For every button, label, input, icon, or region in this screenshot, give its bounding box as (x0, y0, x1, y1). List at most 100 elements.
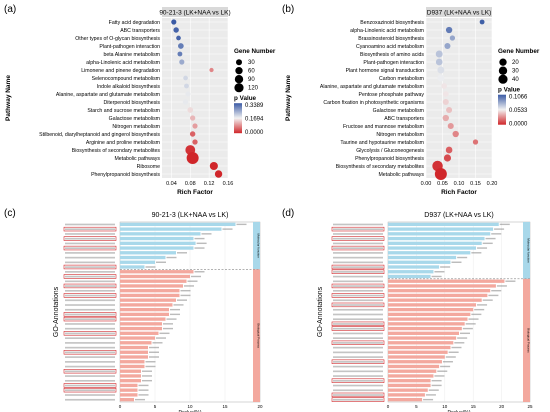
value-label-placeholder (448, 351, 459, 353)
value-label-placeholder (163, 327, 173, 330)
category-label: Plant-pathogen interaction (363, 60, 424, 66)
term-label-placeholder (333, 313, 383, 316)
term-label-placeholder (333, 332, 383, 335)
value-label-placeholder (477, 247, 488, 249)
term-label-placeholder (333, 223, 383, 226)
panel-label: (d) (282, 208, 294, 219)
bar (388, 355, 445, 359)
value-label-placeholder (191, 275, 201, 278)
bar (120, 393, 138, 397)
value-label-placeholder (442, 361, 453, 363)
term-label-placeholder (65, 332, 115, 335)
category-label: Cyanoamino acid metabolism (356, 44, 424, 50)
size-legend-label: 30 (512, 69, 519, 75)
bubble (192, 139, 198, 145)
panel-label: (a) (4, 4, 16, 15)
bubble (472, 139, 479, 145)
category-label: Phenylpropanoid biosynthesis (355, 156, 424, 162)
value-label-placeholder (425, 394, 436, 396)
x-tick-label: 5 (415, 404, 418, 409)
category-label: Galactose metabolism (109, 116, 160, 122)
bar (388, 341, 454, 345)
term-label-placeholder (333, 289, 383, 292)
x-tick-label: 0 (387, 404, 390, 409)
size-legend-title: Gene Number (234, 48, 276, 55)
term-label-placeholder (333, 256, 383, 259)
highlight-box (63, 312, 117, 317)
value-label-placeholder (170, 313, 180, 316)
bar (120, 331, 159, 335)
x-tick-label: 0.05 (437, 181, 448, 187)
bar (388, 317, 468, 321)
bar (120, 374, 141, 378)
bubble (445, 26, 453, 34)
term-label-placeholder (65, 356, 115, 358)
bar (120, 364, 145, 369)
bubble (446, 106, 453, 114)
color-legend-label: 0.0000 (509, 122, 528, 128)
highlight-box (63, 245, 117, 251)
value-label-placeholder (145, 365, 156, 368)
value-label-placeholder (145, 361, 156, 363)
value-label-placeholder (149, 356, 159, 358)
term-label-placeholder (333, 294, 383, 297)
bar (388, 360, 442, 364)
highlight-box (63, 316, 117, 322)
bubble (173, 27, 179, 33)
bar (388, 232, 491, 236)
value-label-placeholder (434, 271, 445, 273)
term-label-placeholder (333, 271, 383, 273)
term-label-placeholder (65, 389, 115, 392)
term-label-placeholder (333, 299, 383, 302)
category-label: Nitrogen metabolism (112, 124, 160, 130)
category-label: ABC transporters (120, 28, 160, 34)
value-label-placeholder (156, 261, 166, 263)
bar (388, 270, 434, 274)
value-label-placeholder (431, 384, 442, 387)
value-label-placeholder (180, 289, 191, 292)
panel-title: D937 (LK+NAA vs LK) (424, 212, 493, 219)
value-label-placeholder (485, 237, 496, 240)
term-label-placeholder (333, 247, 383, 249)
value-label-placeholder (138, 394, 149, 396)
bubble (443, 154, 452, 162)
bubble (434, 168, 447, 180)
highlight-box (331, 293, 385, 298)
x-tick-label: 0.16 (223, 181, 234, 187)
color-legend-label: 0.0000 (245, 130, 264, 136)
bubble (189, 115, 196, 121)
value-label-placeholder (451, 261, 462, 263)
term-label-placeholder (65, 337, 115, 339)
size-legend-dot (498, 66, 508, 75)
value-label-placeholder (505, 280, 516, 282)
category-label: beta Alanine metabolism (103, 52, 160, 58)
bubble (182, 99, 189, 105)
x-tick-label: 25 (527, 404, 533, 409)
highlight-box (63, 274, 117, 279)
value-label-placeholder (145, 266, 156, 268)
term-label-placeholder (333, 304, 383, 306)
bar (120, 397, 134, 402)
size-legend-dot (499, 58, 507, 66)
size-legend-dot (498, 74, 508, 84)
highlight-box (331, 236, 385, 241)
category-label: Phenylpropanoid biosynthesis (91, 172, 160, 178)
bubble (449, 35, 456, 41)
bar (120, 336, 155, 340)
value-label-placeholder (454, 342, 465, 344)
bubble (447, 122, 454, 130)
value-label-placeholder (499, 223, 510, 226)
y-axis-label: Pathway Name (5, 75, 12, 121)
term-label-placeholder (65, 237, 115, 240)
value-label-placeholder (194, 237, 205, 240)
category-label: Other types of O-glycan biosynthesis (75, 36, 160, 42)
term-label-placeholder (65, 394, 115, 396)
bar (388, 379, 431, 383)
bar (388, 279, 505, 283)
bar (388, 326, 462, 331)
value-label-placeholder (166, 256, 177, 259)
highlight-box (331, 302, 385, 308)
term-label-placeholder (65, 299, 115, 302)
color-legend-title: p Value (498, 87, 521, 94)
value-label-placeholder (138, 384, 149, 387)
